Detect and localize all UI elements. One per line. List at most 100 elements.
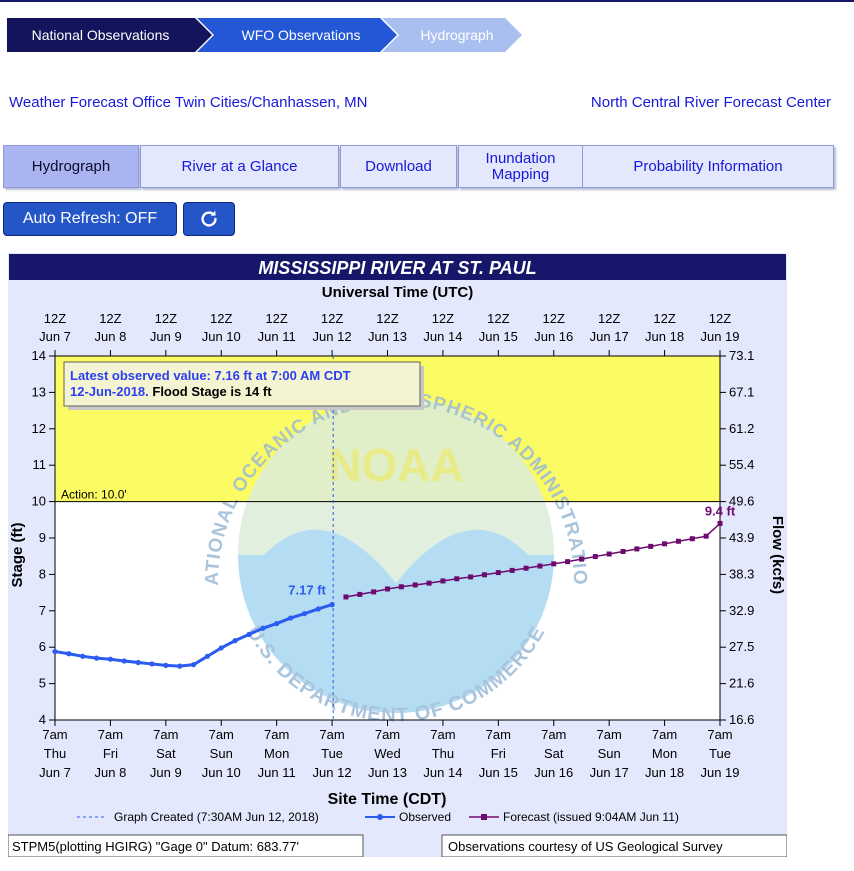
- breadcrumb-hydrograph[interactable]: Hydrograph: [382, 18, 522, 52]
- bottom-tick-label: Sun: [598, 746, 621, 761]
- left-tick-label: 10: [32, 494, 46, 509]
- bottom-tick-label: Jun 14: [423, 765, 462, 780]
- forecast-point: [440, 578, 446, 584]
- top-tick-label: Jun 11: [258, 329, 296, 344]
- wfo-link[interactable]: Weather Forecast Office Twin Cities/Chan…: [9, 94, 368, 111]
- auto-refresh-button[interactable]: Auto Refresh: OFF: [3, 202, 177, 236]
- footer-datum-text: STPM5(plotting HGIRG) "Gage 0" Datum: 68…: [12, 839, 299, 854]
- observed-point: [149, 661, 155, 667]
- observed-point: [190, 662, 197, 668]
- chart-title: MISSISSIPPI RIVER AT ST. PAUL: [258, 258, 536, 278]
- forecast-point: [648, 543, 654, 549]
- right-tick-label: 61.2: [729, 421, 754, 436]
- bottom-tick-label: Fri: [103, 746, 118, 761]
- right-tick-label: 67.1: [729, 384, 754, 399]
- forecast-point: [537, 563, 543, 569]
- left-tick-label: 8: [39, 566, 46, 581]
- tab-hydrograph[interactable]: Hydrograph: [3, 145, 139, 188]
- observed-point: [315, 606, 321, 612]
- latest-observation-box: Latest observed value: 7.16 ft at 7:00 A…: [63, 361, 424, 410]
- axis-ticks: 12Z Jun 7 7am Thu Jun 7 12Z Jun 8 7am Fri Jun 8 12…: [32, 311, 755, 780]
- bottom-tick-label: Jun 16: [534, 765, 573, 780]
- observed-point: [218, 645, 224, 651]
- breadcrumb-national-observations[interactable]: National Observations: [7, 18, 212, 52]
- observed-point: [66, 651, 72, 657]
- tab-download[interactable]: Download: [340, 145, 457, 188]
- forecast-point: [634, 546, 640, 552]
- forecast-point: [565, 559, 571, 565]
- top-tick-label: 12Z: [376, 311, 398, 326]
- top-tick-label: Jun 12: [313, 329, 352, 344]
- top-tick-label: 12Z: [709, 311, 731, 326]
- forecast-point: [509, 567, 515, 573]
- rfc-link[interactable]: North Central River Forecast Center: [590, 94, 831, 111]
- top-tick-label: Jun 15: [479, 329, 518, 344]
- forecast-point: [468, 574, 474, 580]
- top-tick-label: Jun 13: [368, 329, 407, 344]
- forecast-point: [398, 584, 404, 590]
- breadcrumb-wfo-observations[interactable]: WFO Observations: [197, 18, 397, 52]
- bottom-tick-label: Jun 11: [258, 765, 296, 780]
- forecast-point: [412, 582, 418, 588]
- bottom-tick-label: 7am: [707, 727, 732, 742]
- right-tick-label: 32.9: [729, 603, 754, 618]
- observed-point: [301, 611, 307, 617]
- right-tick-label: 49.6: [729, 494, 754, 509]
- top-tick-label: 12Z: [432, 311, 454, 326]
- tab-inundation-mapping[interactable]: Inundation Mapping: [458, 145, 583, 188]
- forecast-point: [592, 554, 598, 560]
- top-tick-label: Jun 18: [645, 329, 684, 344]
- forecast-point: [675, 538, 681, 544]
- right-tick-label: 38.3: [729, 566, 754, 581]
- top-tick-label: Jun 17: [590, 329, 629, 344]
- bottom-tick-label: 7am: [153, 727, 178, 742]
- observed-point: [107, 656, 114, 662]
- bottom-tick-label: Sat: [544, 746, 564, 761]
- refresh-button[interactable]: [183, 202, 235, 236]
- y-axis-title-right: Flow (kcfs): [769, 516, 786, 594]
- observed-point: [80, 653, 86, 659]
- bottom-tick-label: Mon: [652, 746, 677, 761]
- bottom-tick-label: Wed: [374, 746, 401, 761]
- legend-observed-label: Observed: [399, 810, 451, 824]
- top-tick-label: 12Z: [155, 311, 177, 326]
- observed-point: [246, 631, 252, 638]
- bottom-tick-label: 7am: [486, 727, 511, 742]
- forecast-point: [481, 572, 487, 578]
- forecast-point: [343, 594, 349, 600]
- left-tick-label: 14: [32, 348, 46, 363]
- bottom-tick-label: Thu: [432, 746, 454, 761]
- forecast-point: [371, 589, 377, 595]
- bottom-tick-label: Jun 8: [95, 765, 127, 780]
- top-tick-label: 12Z: [265, 311, 287, 326]
- forecast-point: [689, 536, 695, 542]
- top-tick-label: Jun 7: [39, 329, 71, 344]
- bottom-tick-label: Fri: [491, 746, 506, 761]
- annotation-line-1: Latest observed value: 7.16 ft at 7:00 A…: [70, 368, 351, 383]
- bottom-tick-label: 7am: [375, 727, 400, 742]
- forecast-point: [620, 548, 626, 554]
- bottom-tick-label: 7am: [42, 727, 67, 742]
- forecast-point: [495, 570, 501, 576]
- legend-forecast-label: Forecast (issued 9:04AM Jun 11): [503, 810, 679, 824]
- observed-point: [260, 625, 266, 631]
- bottom-tick-label: Jun 7: [39, 765, 71, 780]
- bottom-tick-label: 7am: [652, 727, 677, 742]
- tab-river-at-a-glance[interactable]: River at a Glance: [140, 145, 339, 188]
- observed-point: [177, 663, 183, 669]
- observed-point: [232, 638, 238, 644]
- right-tick-label: 27.5: [729, 639, 754, 654]
- annotation-box: [63, 361, 421, 407]
- observed-point: [52, 648, 58, 655]
- footer-datum-box: STPM5(plotting HGIRG) "Gage 0" Datum: 68…: [7, 834, 364, 858]
- hydrograph-chart: MISSISSIPPI RIVER AT ST. PAUL Universal …: [1, 237, 788, 858]
- hydrograph-svg: MISSISSIPPI RIVER AT ST. PAUL Universal …: [1, 237, 788, 858]
- tab-probability-information[interactable]: Probability Information: [582, 145, 834, 188]
- forecast-point: [551, 561, 557, 567]
- top-tick-label: 12Z: [543, 311, 565, 326]
- bottom-tick-label: Thu: [44, 746, 66, 761]
- y-axis-title-left: Stage (ft): [9, 523, 26, 588]
- forecast-point: [717, 520, 723, 526]
- footer-source-box: Observations courtesy of US Geological S…: [441, 834, 788, 858]
- left-tick-label: 9: [39, 530, 46, 545]
